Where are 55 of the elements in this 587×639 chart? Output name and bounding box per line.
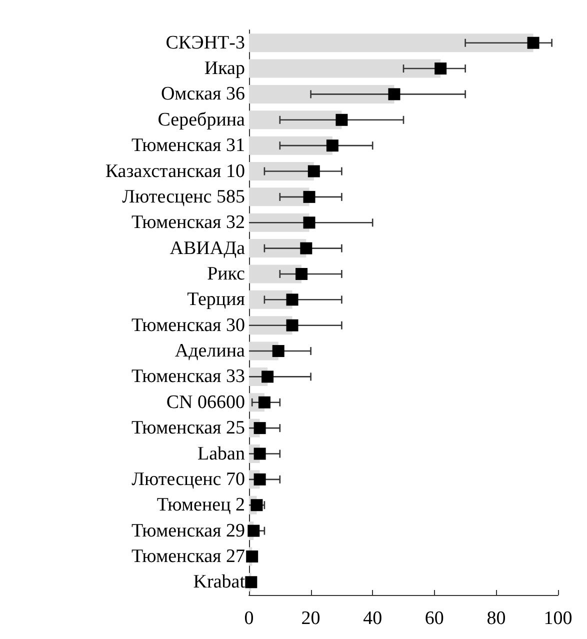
y-tick-label: Икар [204,58,245,80]
bar [249,84,394,104]
y-tick-label: Тюменская 27 [131,546,245,567]
y-tick-label: Laban [198,443,246,464]
point [248,524,260,537]
y-tick-label: Тюменская 25 [131,418,245,439]
point [326,140,338,152]
y-tick-label: Тюменец 2 [156,494,245,516]
point [272,345,284,358]
point [300,242,312,254]
point [262,370,274,383]
bar [249,34,534,52]
point [308,165,320,178]
x-tick-label: 100 [544,608,572,629]
point [434,62,447,75]
y-tick-label: АВИАДа [170,238,246,259]
y-tick-label: Аделина [174,340,246,362]
y-tick-label: СКЭНТ-3 [166,32,245,54]
y-tick-label: Лютесценс 585 [122,186,245,208]
point [303,190,316,203]
point [388,88,400,100]
point [246,550,258,562]
y-tick-label: Терция [187,289,246,310]
y-tick-label: Лютесценс 70 [132,468,245,490]
point [303,216,316,229]
point [286,319,298,332]
bar [249,59,441,78]
point [527,36,540,49]
bar [249,188,310,206]
point [250,499,263,512]
x-tick-label: 60 [424,608,444,629]
point [296,268,308,280]
point [286,294,298,306]
point [254,422,266,434]
y-tick-label: Тюменская 32 [131,212,245,234]
y-tick-label: Казахстанская 10 [105,160,245,182]
x-tick-label: 40 [363,608,382,629]
y-tick-label: Krabat [193,572,246,593]
point [254,473,266,486]
x-tick-label: 80 [486,608,506,629]
y-tick-label: Тюменская 31 [131,135,245,156]
y-tick-label: Рикс [207,263,245,284]
x-tick-label: 20 [301,608,320,629]
point [258,396,270,408]
bar [249,136,332,155]
point [245,576,258,588]
point [336,114,348,126]
point [254,448,266,460]
y-tick-label: Омская 36 [160,84,245,105]
y-tick-label: CN 06600 [166,392,245,413]
x-tick-label: 0 [244,608,254,629]
y-tick-label: Серебрина [158,109,246,130]
y-tick-label: Тюменская 33 [131,366,245,388]
y-tick-label: Тюменская 30 [131,314,245,336]
y-tick-label: Тюменская 29 [131,520,245,542]
